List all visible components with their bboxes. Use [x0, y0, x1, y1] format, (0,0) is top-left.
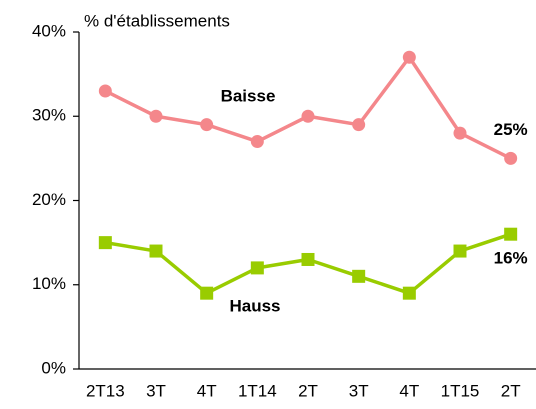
series-label: Hauss [229, 296, 280, 315]
marker [453, 126, 467, 140]
value-label: 25% [494, 120, 528, 139]
x-tick-label: 4T [399, 381, 419, 400]
y-tick-label: 30% [32, 106, 66, 125]
x-tick-label: 1T14 [238, 381, 277, 400]
marker [301, 252, 315, 266]
value-label: 16% [494, 249, 528, 268]
x-tick-label: 1T15 [441, 381, 480, 400]
marker [250, 135, 264, 149]
marker [352, 118, 366, 132]
x-tick-label: 2T [298, 381, 318, 400]
marker [149, 244, 163, 258]
x-tick-label: 2T [501, 381, 521, 400]
marker [504, 151, 518, 165]
marker [98, 84, 112, 98]
x-tick-label: 4T [197, 381, 217, 400]
marker [402, 50, 416, 64]
marker [200, 286, 214, 300]
x-tick-label: 2T13 [86, 381, 125, 400]
x-tick-label: 3T [349, 381, 369, 400]
x-tick-label: 3T [146, 381, 166, 400]
y-tick-label: 0% [41, 358, 66, 377]
marker [402, 286, 416, 300]
marker [98, 236, 112, 250]
marker [200, 118, 214, 132]
marker [352, 269, 366, 283]
series-label: Baisse [221, 86, 276, 105]
y-tick-label: 20% [32, 190, 66, 209]
series-line [104, 55, 512, 160]
y-tick-label: 10% [32, 274, 66, 293]
marker [301, 109, 315, 123]
marker [453, 244, 467, 258]
marker [149, 109, 163, 123]
marker [250, 261, 264, 275]
y-axis-label: % d'établissements [84, 11, 230, 30]
y-tick-label: 40% [32, 21, 66, 40]
marker [504, 227, 518, 241]
